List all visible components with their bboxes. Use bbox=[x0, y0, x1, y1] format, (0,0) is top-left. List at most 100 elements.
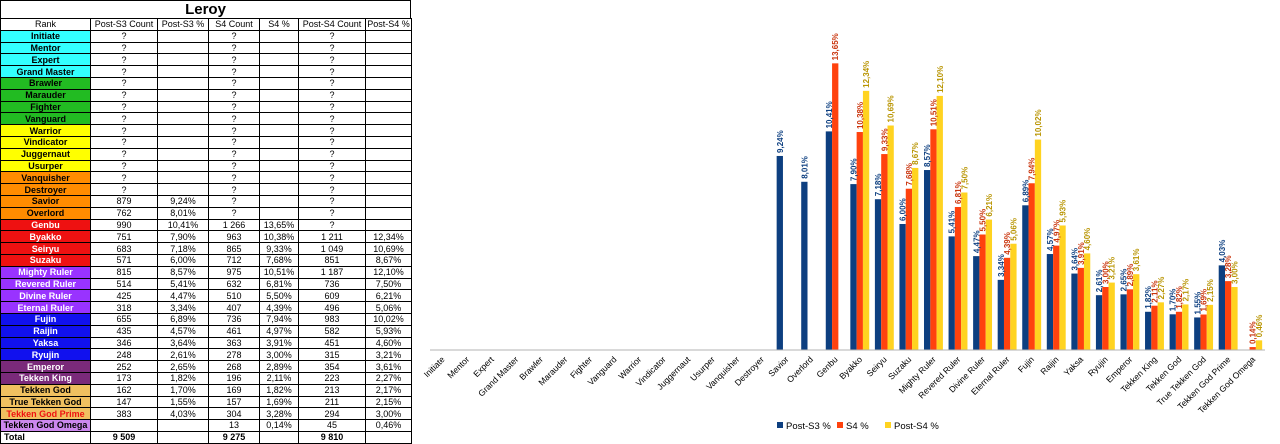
legend-swatch-post-s3 bbox=[777, 422, 783, 428]
rank-name-cell: Destroyer bbox=[0, 183, 91, 196]
data-label-post-s3: 10,41% bbox=[825, 101, 834, 128]
data-label-post-s3: 7,18% bbox=[874, 174, 883, 197]
data-label-post-s4: 12,34% bbox=[862, 61, 871, 88]
rank-name-cell: Fighter bbox=[0, 100, 91, 114]
x-tick-label: Initiate bbox=[422, 354, 447, 379]
data-label-post-s3: 1,82% bbox=[1144, 286, 1153, 309]
rank-name-cell: Savior bbox=[0, 194, 91, 208]
table-row: Juggernaut??? bbox=[0, 147, 412, 161]
post-s3-percent-cell bbox=[157, 112, 209, 126]
data-label-s4: 0,14% bbox=[1249, 321, 1258, 344]
bar-post-s3 bbox=[899, 224, 906, 350]
table-row: Warrior??? bbox=[0, 124, 412, 137]
data-label-s4: 3,28% bbox=[1224, 255, 1233, 278]
data-label-post-s3: 5,41% bbox=[948, 211, 957, 234]
rank-name-cell: Vanquisher bbox=[0, 171, 91, 185]
post-s3-count-cell: 383 bbox=[90, 407, 158, 421]
bar-post-s3 bbox=[997, 279, 1004, 350]
bar-post-s4 bbox=[1083, 253, 1091, 350]
s4-percent-cell bbox=[259, 41, 299, 55]
table-body: Initiate??? Mentor??? Expert??? Grand Maste… bbox=[0, 29, 412, 432]
post-s3-count-cell: ? bbox=[90, 65, 158, 78]
post-s4-percent-cell bbox=[365, 29, 412, 43]
post-s3-count-cell: ? bbox=[90, 100, 158, 114]
bar-post-s3 bbox=[1218, 265, 1226, 350]
data-label-s4: 2,11% bbox=[1150, 280, 1159, 302]
post-s4-percent-cell bbox=[365, 88, 412, 102]
s4-percent-cell: 4,97% bbox=[259, 324, 299, 338]
rank-name-cell: Divine Ruler bbox=[0, 289, 91, 303]
post-s4-count-cell: 45 bbox=[298, 419, 366, 432]
post-s3-percent-cell bbox=[157, 135, 209, 149]
data-label-post-s3: 8,57% bbox=[923, 144, 932, 167]
post-s3-percent-cell: 1,70% bbox=[157, 383, 209, 397]
data-label-s4: 1,82% bbox=[1175, 286, 1184, 309]
post-s4-count-cell: 983 bbox=[298, 312, 366, 326]
bar-s4 bbox=[1200, 314, 1207, 350]
table-row: Fujin 655 6,89% 736 7,94% 983 10,02% bbox=[0, 312, 412, 326]
data-label-s4: 9,33% bbox=[880, 128, 889, 151]
post-s3-count-cell: ? bbox=[90, 159, 158, 173]
s4-count-cell: ? bbox=[208, 171, 260, 185]
s4-percent-cell: 9,33% bbox=[259, 242, 299, 255]
s4-count-cell: 157 bbox=[208, 395, 260, 409]
bar-s4 bbox=[856, 132, 863, 350]
x-tick-label: Fujin bbox=[1016, 354, 1036, 374]
bar-post-s3 bbox=[1095, 295, 1103, 350]
post-s4-count-cell: ? bbox=[298, 194, 366, 208]
rank-name-cell: Initiate bbox=[0, 29, 91, 43]
s4-percent-cell: 3,91% bbox=[259, 336, 299, 350]
s4-count-cell: 268 bbox=[208, 360, 260, 373]
post-s4-percent-cell bbox=[365, 171, 412, 185]
s4-count-cell: ? bbox=[208, 159, 260, 173]
post-s4-percent-cell bbox=[365, 218, 412, 232]
post-s4-percent-cell bbox=[365, 41, 412, 55]
post-s3-percent-cell: 8,01% bbox=[157, 206, 209, 220]
s4-percent-cell bbox=[259, 147, 299, 161]
bar-post-s4 bbox=[1157, 302, 1164, 350]
s4-count-cell: ? bbox=[208, 183, 260, 196]
data-label-post-s4: 2,17% bbox=[1181, 279, 1190, 302]
rank-distribution-chart: 9,24% 8,01% 10,41% 7,90% 7,18% 6,00% 8,57% 5,41… bbox=[422, 33, 1265, 432]
bar-post-s4 bbox=[912, 167, 919, 350]
s4-count-cell: 963 bbox=[208, 230, 260, 244]
data-label-post-s4: 3,21% bbox=[1108, 257, 1117, 280]
table-total-row: Total 9 509 9 275 9 810 bbox=[0, 430, 412, 444]
s4-percent-cell bbox=[259, 183, 299, 196]
post-s4-percent-cell bbox=[365, 183, 412, 196]
s4-count-cell: ? bbox=[208, 53, 260, 67]
s4-percent-cell bbox=[259, 206, 299, 220]
total-post-s3-percent bbox=[157, 430, 209, 444]
header-rank: Rank bbox=[0, 18, 91, 31]
bar-post-s3 bbox=[801, 181, 808, 350]
table-row: Seiryu 683 7,18% 865 9,33% 1 049 10,69% bbox=[0, 242, 412, 255]
table-row: Fighter??? bbox=[0, 100, 412, 114]
data-label-post-s3: 7,90% bbox=[849, 158, 858, 181]
s4-percent-cell: 5,50% bbox=[259, 289, 299, 303]
post-s4-percent-cell: 5,93% bbox=[365, 324, 412, 338]
bar-s4 bbox=[954, 206, 962, 350]
rank-name-cell: Usurper bbox=[0, 159, 91, 173]
post-s4-percent-cell: 0,46% bbox=[365, 419, 412, 432]
s4-count-cell: 196 bbox=[208, 371, 260, 385]
x-tick-label: Yaksa bbox=[1062, 354, 1086, 378]
rank-name-cell: Vanguard bbox=[0, 112, 91, 126]
total-label: Total bbox=[0, 430, 91, 444]
rank-name-cell: Overlord bbox=[0, 206, 91, 220]
post-s4-percent-cell: 3,00% bbox=[365, 407, 412, 421]
s4-percent-cell bbox=[259, 171, 299, 185]
rank-name-cell: Fujin bbox=[0, 312, 91, 326]
data-label-s4: 1,69% bbox=[1200, 289, 1209, 312]
s4-percent-cell bbox=[259, 88, 299, 102]
s4-count-cell: 304 bbox=[208, 407, 260, 421]
s4-percent-cell bbox=[259, 124, 299, 137]
s4-percent-cell: 7,68% bbox=[259, 253, 299, 267]
x-tick-label: Byakko bbox=[837, 354, 864, 381]
s4-percent-cell: 7,94% bbox=[259, 312, 299, 326]
post-s4-percent-cell: 2,27% bbox=[365, 371, 412, 385]
header-post-s4-count: Post-S4 Count bbox=[298, 18, 366, 31]
total-s4-percent bbox=[259, 430, 299, 444]
post-s4-count-cell: 1 187 bbox=[298, 265, 366, 279]
x-tick-label: Mentor bbox=[445, 354, 471, 380]
